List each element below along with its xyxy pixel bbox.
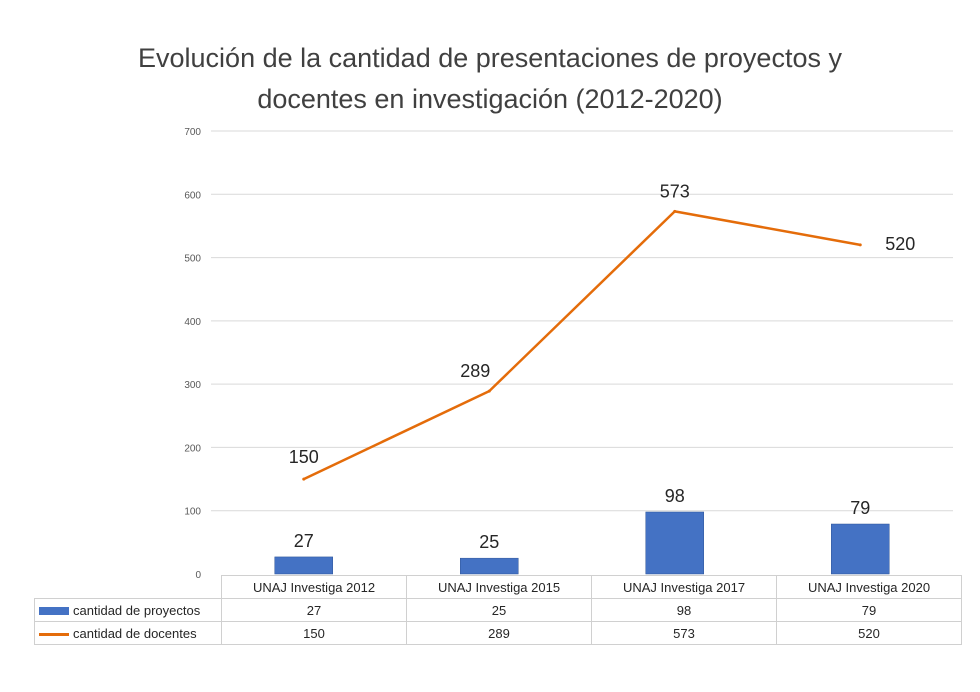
y-tick-label: 400	[184, 317, 201, 328]
line-data-label: 289	[460, 361, 490, 381]
line-data-label: 150	[289, 447, 319, 467]
series-line-docentes	[303, 210, 861, 481]
table-cell: 289	[406, 621, 592, 645]
bar-data-label: 27	[294, 531, 314, 551]
table-cell: 79	[776, 598, 962, 622]
y-tick-label: 700	[184, 127, 201, 138]
bar	[831, 523, 890, 575]
legend-label: cantidad de proyectos	[73, 602, 201, 618]
line-point	[487, 389, 491, 393]
table-category-header: UNAJ Investiga 2015	[406, 575, 592, 599]
y-tick-label: 300	[184, 380, 201, 391]
table-header-row: UNAJ Investiga 2012 UNAJ Investiga 2015 …	[35, 575, 962, 599]
table-row-proyectos: cantidad de proyectos 27 25 98 79	[34, 598, 962, 622]
y-tick-label: 100	[184, 507, 201, 518]
line-point	[858, 243, 862, 247]
y-tick-label: 200	[184, 443, 201, 454]
bar	[460, 557, 519, 575]
chart-title: Evolución de la cantidad de presentacion…	[138, 43, 842, 114]
y-tick-label: 0	[195, 570, 201, 581]
table-category-header: UNAJ Investiga 2017	[591, 575, 777, 599]
bar-data-label: 79	[850, 498, 870, 518]
legend-swatch-bar	[39, 607, 69, 616]
table-category-header: UNAJ Investiga 2020	[776, 575, 962, 599]
table-cell: 98	[591, 598, 777, 622]
bar-data-label: 98	[665, 486, 685, 506]
line-point	[302, 477, 306, 481]
y-tick-label: 500	[184, 254, 201, 265]
table-cell: 573	[591, 621, 777, 645]
table-cell: 25	[406, 598, 592, 622]
data-table: UNAJ Investiga 2012 UNAJ Investiga 2015 …	[34, 575, 962, 645]
table-row-docentes: cantidad de docentes 150 289 573 520	[34, 621, 962, 645]
y-tick-label: 600	[184, 190, 201, 201]
legend-entry-docentes: cantidad de docentes	[34, 621, 222, 645]
line-point	[673, 209, 677, 213]
table-cell: 150	[221, 621, 407, 645]
table-corner	[35, 576, 222, 599]
line-data-label: 520	[885, 234, 915, 254]
bar-data-label: 25	[479, 532, 499, 552]
bar	[645, 511, 704, 575]
table-cell: 27	[221, 598, 407, 622]
legend-label: cantidad de docentes	[73, 625, 197, 641]
line-data-label: 573	[660, 181, 690, 201]
legend-swatch-line	[39, 632, 69, 636]
legend-entry-proyectos: cantidad de proyectos	[34, 598, 222, 622]
bar	[274, 556, 333, 575]
table-category-header: UNAJ Investiga 2012	[221, 575, 407, 599]
table-cell: 520	[776, 621, 962, 645]
